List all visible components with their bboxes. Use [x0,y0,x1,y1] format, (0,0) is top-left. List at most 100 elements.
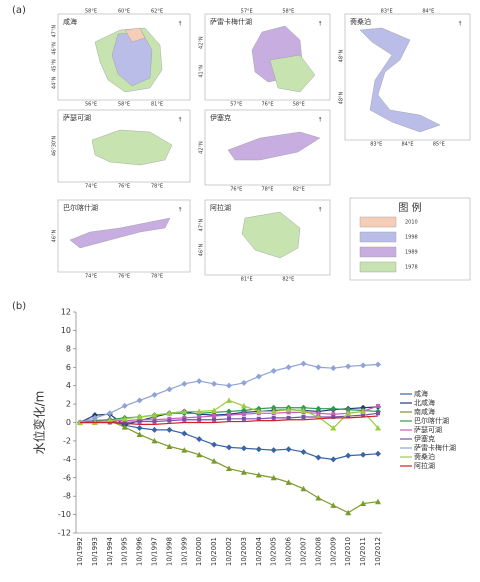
tick-label: 58°E [85,9,97,15]
marker [285,406,292,413]
marker [136,431,143,437]
marker [152,419,157,424]
y-tick-label: -2 [63,436,71,445]
x-tick-label: 10/2000 [195,537,203,566]
lake-shape [91,129,173,166]
marker [211,458,218,464]
tick-label: 57°E [241,9,253,15]
panel-title: 萨雷卡梅什湖 [210,17,252,26]
marker [256,416,261,421]
marker [331,412,336,417]
tick-label: 42°N [199,36,205,49]
marker [196,436,203,443]
x-tick-label: 10/2009 [329,537,337,566]
marker [331,414,336,419]
panel-label: (b) [12,301,26,312]
y-tick-label: -10 [58,510,71,519]
marker [255,373,262,380]
x-tick-label: 10/2011 [359,537,367,566]
tick-label: 76°E [261,102,273,108]
tick-label: 85°E [433,142,445,148]
series-line [80,415,379,425]
legend-label: 阿拉湖 [414,461,435,470]
x-tick-label: 10/2010 [344,537,352,566]
lake-shape [359,27,441,133]
tick-label: 74°E [85,274,97,280]
tick-label: 58°E [282,9,294,15]
lake-shape [69,217,171,249]
tick-label: 57°E [230,102,242,108]
tick-label: 58°E [293,102,305,108]
tick-label: 48°N [339,49,345,62]
north-arrow: ↑ [317,117,322,124]
y-tick-label: 6 [66,363,71,372]
marker [212,414,217,419]
legend-swatch [359,216,397,228]
marker [211,380,218,387]
y-tick-label: -6 [63,473,71,482]
marker [137,419,142,424]
legend-label: 1978 [405,265,418,271]
y-tick-label: 10 [61,326,71,335]
marker [196,378,203,385]
marker [360,500,367,507]
panel-title: 咸海 [63,17,77,26]
tick-label: 84°E [401,142,413,148]
marker [330,365,337,372]
marker [166,386,173,393]
lake-shape [269,54,316,93]
marker [315,364,322,371]
tick-label: 76°E [230,187,242,193]
x-tick-label: 10/2004 [255,536,263,566]
tick-label: 82°E [282,277,294,283]
x-tick-label: 10/2005 [270,537,278,566]
marker [360,451,367,458]
marker [240,445,247,452]
marker [286,415,291,420]
marker [106,410,113,417]
marker [345,406,352,413]
marker [122,420,127,425]
marker [285,479,292,485]
marker [270,474,277,481]
panel-title: 萨瑟可湖 [63,113,91,122]
marker [166,426,173,433]
marker [181,408,188,414]
marker [375,498,381,505]
tick-label: 46°N [52,229,58,242]
marker [227,416,231,421]
marker [151,426,158,433]
marker [196,451,203,458]
tick-label: 44°N [52,76,58,89]
marker [181,380,188,387]
legend-label: 巴尔喀什湖 [414,416,449,425]
x-tick-label: 10/2012 [374,537,382,566]
north-arrow: ↑ [457,21,462,28]
marker [240,469,247,475]
marker [300,360,307,367]
lake-shape [227,131,321,161]
tick-label: 47°N [199,218,205,231]
x-tick-label: 10/1999 [180,537,188,566]
x-tick-label: 10/1995 [121,537,129,566]
marker [316,411,321,416]
marker [375,450,381,457]
tick-label: 78°E [261,187,273,193]
legend-label: 萨雷卡梅什湖 [414,443,456,452]
x-tick-label: 10/2006 [285,536,293,566]
marker [182,417,187,422]
north-arrow: ↑ [317,21,322,28]
marker [151,391,158,398]
tick-label: 78°E [151,274,163,280]
panel-title: 伊塞克 [210,113,231,122]
tick-label: 42°N [199,141,205,154]
marker [151,412,158,418]
y-axis-label: 水位变化/m [32,391,47,455]
marker [375,425,381,431]
marker [375,361,381,368]
marker [226,382,232,389]
legend-swatch [359,261,397,273]
marker [240,379,247,386]
marker [360,362,367,369]
